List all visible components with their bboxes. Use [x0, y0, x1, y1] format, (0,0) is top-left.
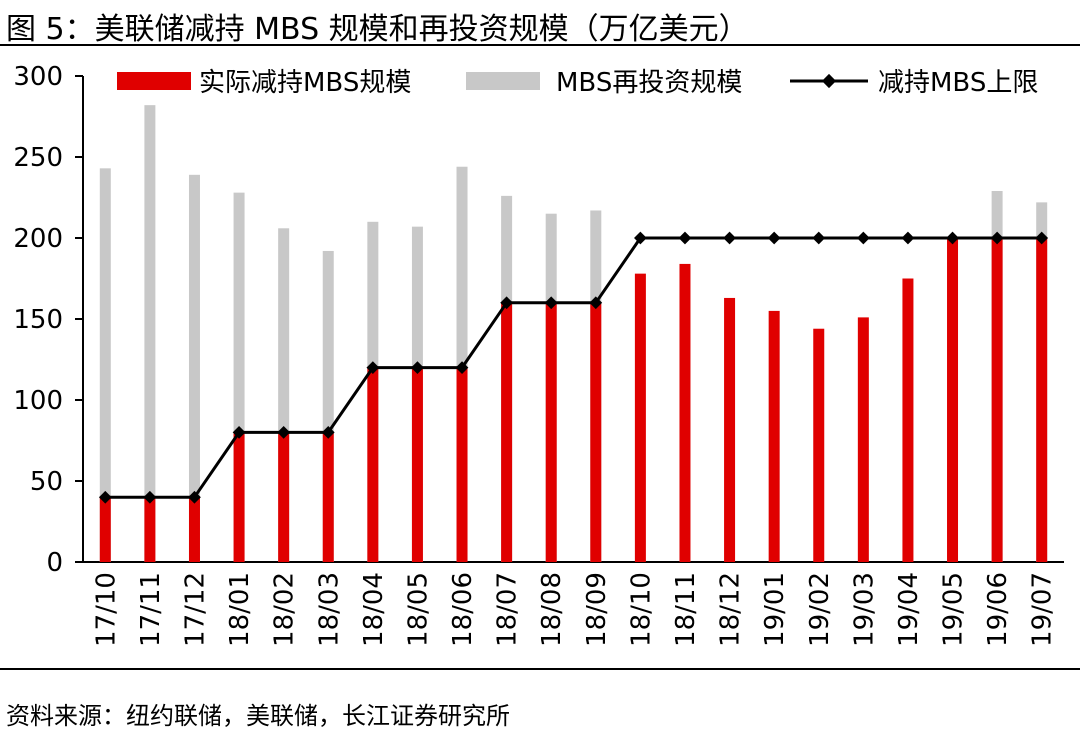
reinvestment-bar-18-03: [322, 250, 334, 562]
cap-point-17-11: [143, 490, 157, 504]
cap-point-19-04: [901, 231, 915, 245]
y-ticks: 0 50 100 150 200 250 300: [13, 62, 83, 578]
y-tick-label: 50: [30, 467, 63, 497]
legend-label-cap: 减持MBS上限: [878, 68, 1038, 98]
actual-bar-17-12: [188, 497, 200, 562]
cap-point-18-01: [232, 426, 246, 439]
cap-point-18-07: [500, 296, 513, 310]
x-tick-label: 17/12: [180, 572, 210, 647]
actual-bar-19-06: [991, 238, 1003, 562]
cap-line: [105, 236, 1042, 499]
actual-bar-19-05: [947, 238, 959, 562]
actual-bar-18-08: [545, 302, 557, 562]
cap-point-17-12: [188, 490, 201, 504]
cap-point-18-05: [411, 361, 424, 374]
y-tick-label: 300: [13, 62, 63, 92]
x-tick-labels: 17/10 17/11 17/12 18/01 18/02 18/03 18/04 18/05…: [91, 572, 1057, 647]
legend-swatch-reinvest: [466, 72, 540, 90]
cap-point-18-12: [723, 231, 736, 245]
actual-bar-18-12: [724, 297, 736, 562]
y-tick-label: 150: [13, 305, 63, 335]
cap-point-18-06: [455, 361, 469, 374]
y-tick-label: 100: [13, 386, 63, 416]
actual-bar-18-05: [411, 367, 423, 562]
y-tick-label: 200: [13, 224, 63, 254]
cap-point-18-04: [366, 361, 380, 374]
x-tick-label: 17/10: [91, 572, 121, 647]
cap-point-19-03: [856, 231, 870, 245]
x-tick-label: 19/03: [849, 572, 879, 647]
actual-bar-19-02: [813, 328, 825, 562]
reinvestment-bar-17-12: [188, 174, 200, 562]
legend: 实际减持MBS规模 MBS再投资规模 减持MBS上限: [117, 68, 1038, 98]
y-tick-label: 250: [13, 143, 63, 173]
cap-point-19-02: [812, 231, 826, 245]
x-tick-label: 18/05: [403, 572, 433, 647]
actual-bar-19-03: [857, 317, 869, 562]
x-tick-label: 18/07: [493, 572, 523, 647]
actual-bar-18-03: [322, 432, 334, 562]
legend-label-actual: 实际减持MBS规模: [199, 68, 411, 98]
x-tick-label: 19/02: [805, 572, 835, 647]
cap-point-17-10: [98, 490, 112, 504]
legend-item-actual: 实际减持MBS规模: [117, 68, 411, 98]
actual-bar-17-10: [99, 497, 111, 562]
legend-label-reinvest: MBS再投资规模: [556, 68, 742, 98]
cap-point-18-11: [678, 231, 692, 245]
x-tick-label: 19/01: [760, 572, 790, 647]
x-tick-label: 18/04: [359, 572, 389, 647]
actual-bar-18-01: [233, 432, 245, 562]
x-tick-label: 18/03: [314, 572, 344, 647]
x-tick-label: 19/07: [1028, 572, 1058, 647]
source-note: 资料来源：纽约联储，美联储，长江证券研究所: [6, 702, 510, 730]
actual-bar-19-01: [768, 310, 780, 562]
reinvestment-bar-17-10: [99, 168, 111, 562]
y-axis: 0 50 100 150 200 250 300: [13, 62, 84, 578]
x-tick-label: 17/11: [136, 572, 166, 647]
x-tick-label: 18/02: [270, 572, 300, 647]
top-divider: [0, 44, 1080, 46]
x-tick-label: 18/11: [671, 572, 701, 647]
y-tick-label: 0: [46, 548, 63, 578]
bottom-divider: [0, 668, 1080, 670]
actual-bar-17-11: [144, 497, 156, 562]
actual-bar-18-04: [367, 367, 379, 562]
x-tick-label: 18/12: [716, 572, 746, 647]
x-tick-label: 18/09: [582, 572, 612, 647]
actual-bar-18-10: [634, 273, 646, 562]
actual-bar-18-07: [501, 302, 513, 562]
reinvestment-bar-18-02: [278, 228, 290, 562]
x-tick-label: 19/05: [939, 572, 969, 647]
actual-bar-18-09: [590, 302, 602, 562]
cap-point-18-02: [277, 426, 291, 439]
actual-bar-18-11: [679, 263, 691, 562]
x-tick-label: 18/06: [448, 572, 478, 647]
legend-item-cap: 减持MBS上限: [790, 68, 1038, 98]
actual-bar-18-06: [456, 367, 468, 562]
actual-bar-19-04: [902, 278, 914, 562]
x-tick-label: 18/08: [537, 572, 567, 647]
actual-bar-19-07: [1036, 238, 1048, 562]
legend-item-reinvest: MBS再投资规模: [466, 68, 742, 98]
x-tick-label: 18/01: [225, 572, 255, 647]
legend-swatch-actual: [117, 72, 191, 90]
x-tick-label: 19/04: [894, 572, 924, 647]
x-tick-label: 19/06: [983, 572, 1013, 647]
cap-point-18-03: [321, 426, 335, 439]
legend-marker-cap: [821, 73, 837, 89]
actual-bar-18-02: [278, 432, 290, 562]
chart-title: 图 5：美联储减持 MBS 规模和再投资规模（万亿美元）: [6, 12, 749, 47]
reinvestment-bar-17-11: [144, 105, 156, 562]
cap-point-19-01: [767, 231, 781, 245]
actual-reduction-bars: [99, 238, 1048, 562]
x-tick-label: 18/10: [626, 572, 656, 647]
reinvestment-bar-18-01: [233, 192, 245, 562]
